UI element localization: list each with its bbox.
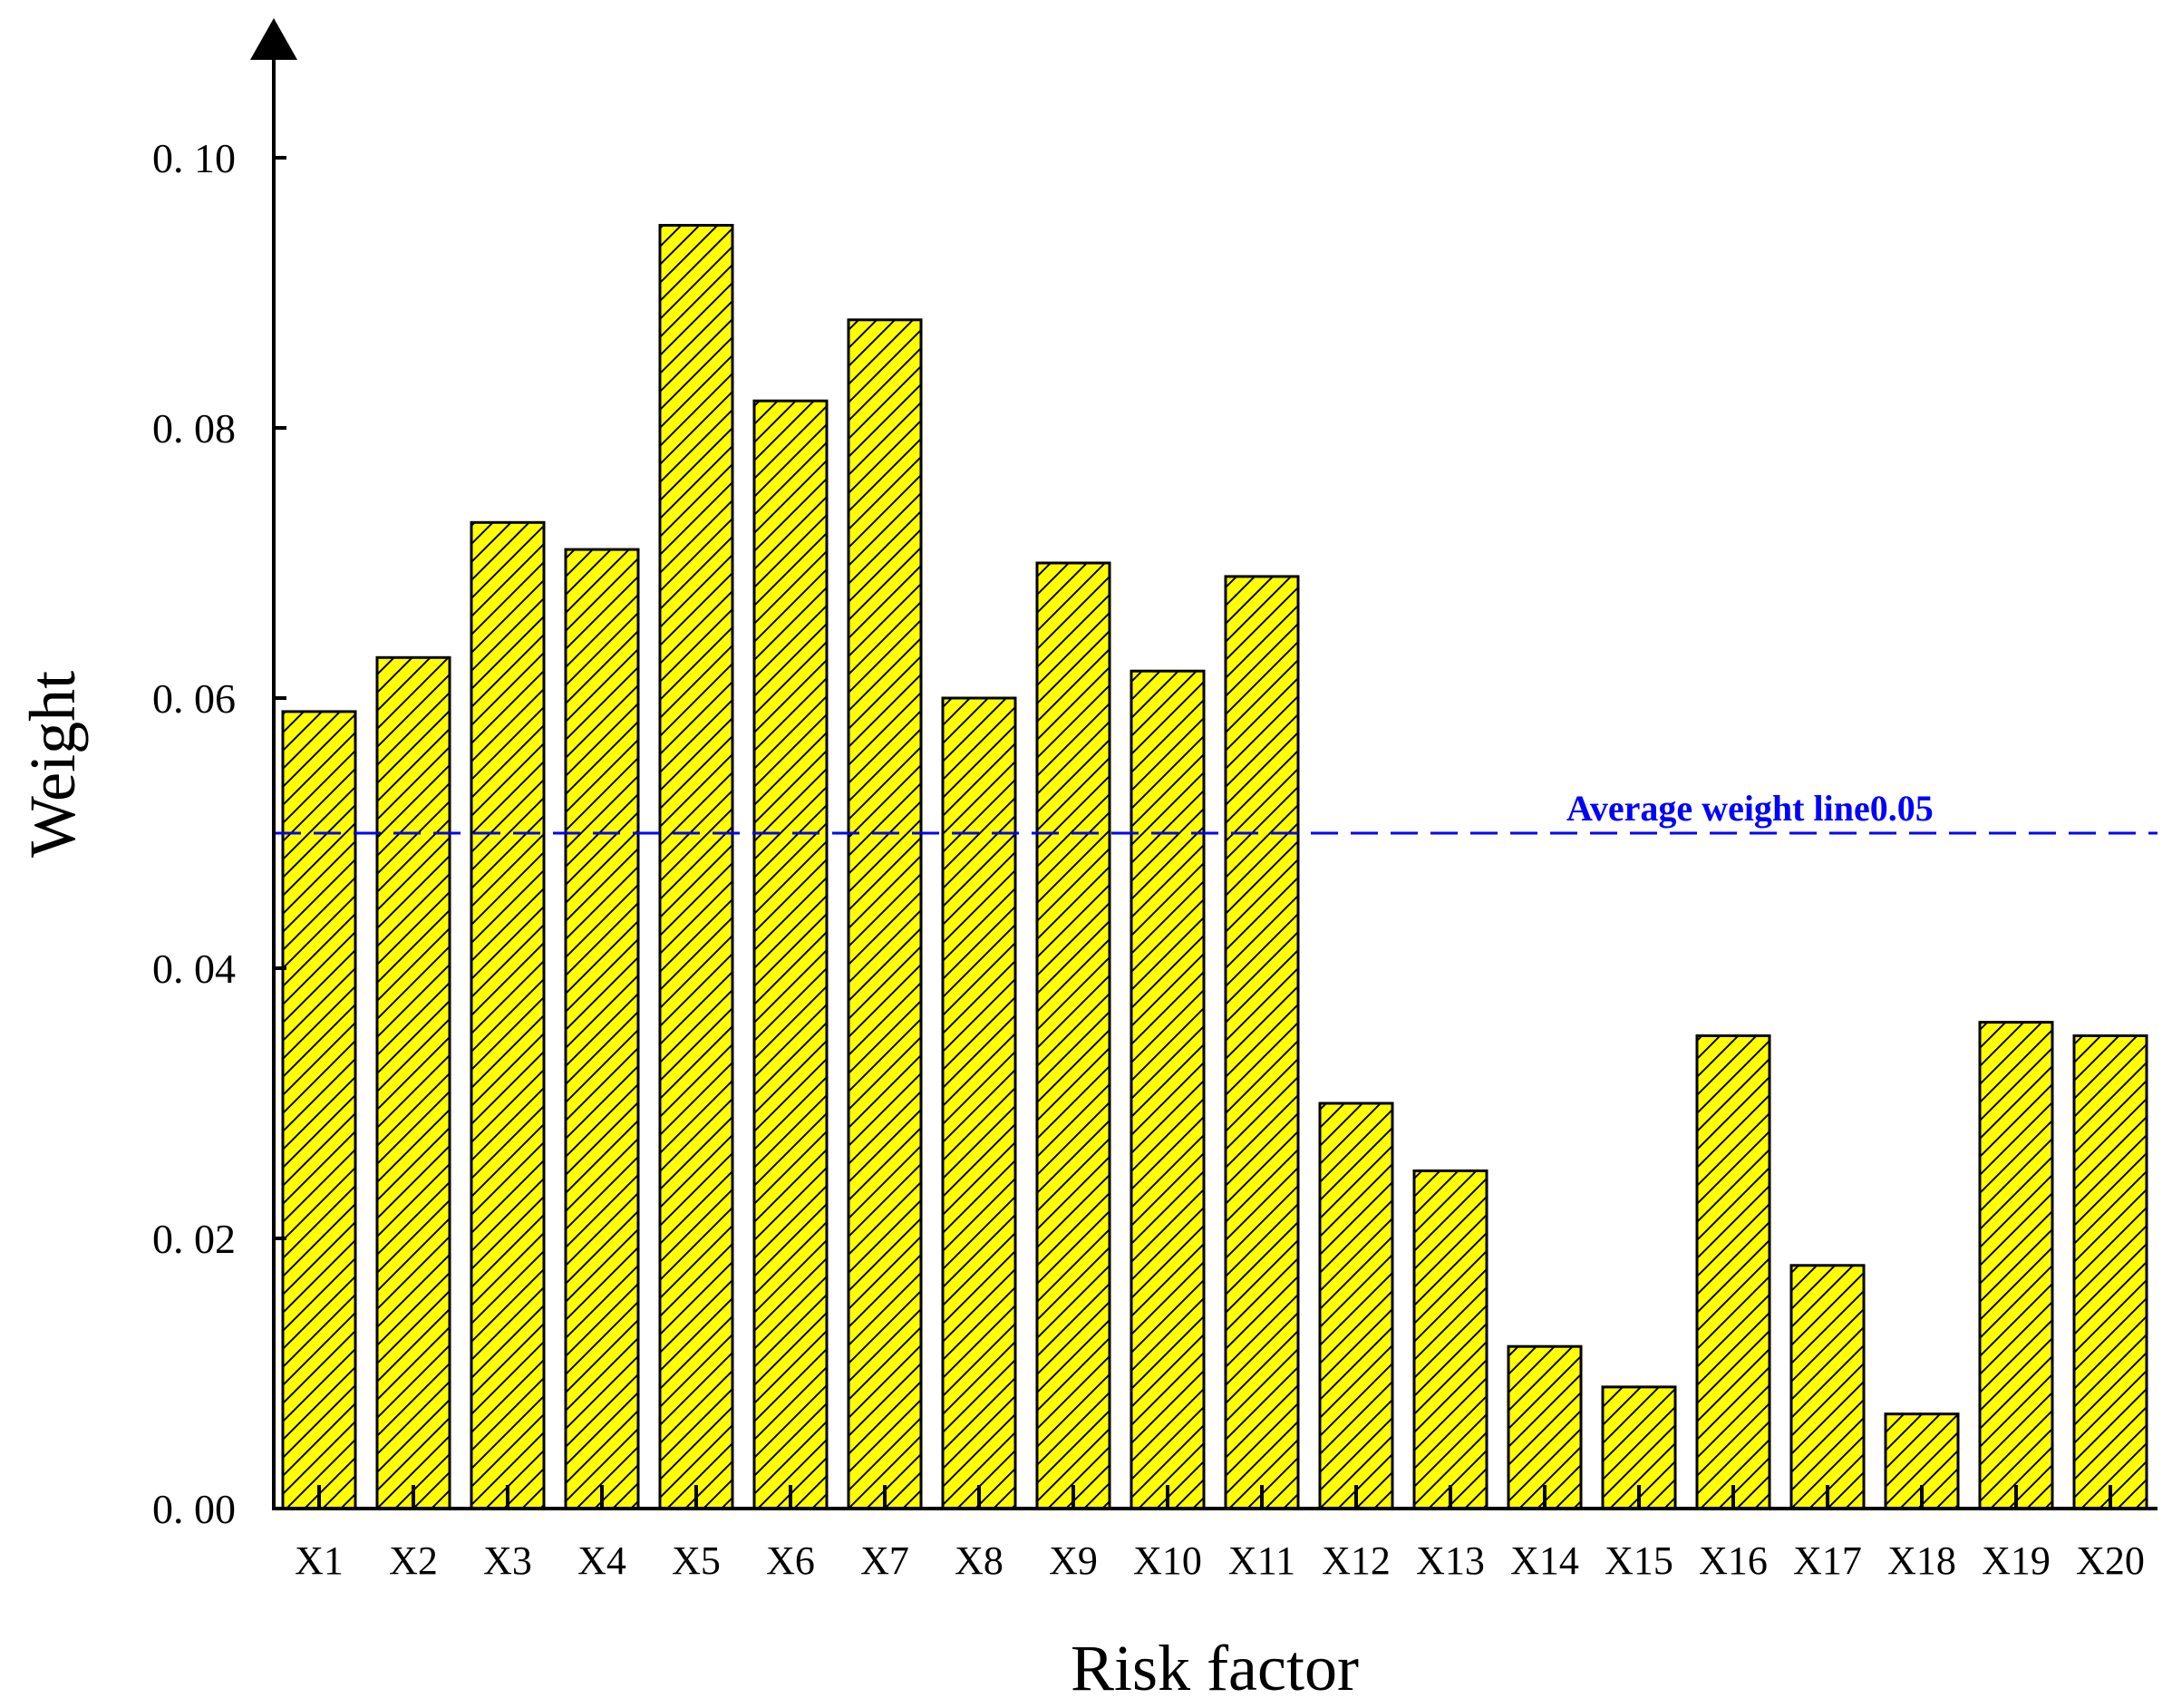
x-tick-label-X3: X3	[483, 1538, 532, 1583]
bars-group	[281, 224, 2148, 1510]
bar-hatch-X17	[1789, 1264, 1866, 1510]
x-tick-label-X10: X10	[1133, 1538, 1202, 1583]
bar-hatch-X1	[281, 710, 357, 1510]
x-tick-label-X18: X18	[1887, 1538, 1956, 1583]
x-ticks-group: X1 X2 X3 X4 X5 X6 X7 X8 X9 X10 X11 X12 X13 X14 X15 X16 X…	[295, 1485, 2145, 1583]
bar-hatch-X10	[1130, 669, 1206, 1510]
bar-hatch-X3	[470, 520, 546, 1510]
bar-hatch-X9	[1035, 561, 1111, 1510]
bar-hatch-X20	[2072, 1034, 2148, 1510]
axes-group	[250, 18, 2157, 1510]
y-tick-label: 0. 10	[152, 135, 236, 181]
y-tick-label: 0. 02	[152, 1216, 236, 1262]
bar-hatch-X12	[1318, 1101, 1394, 1510]
x-tick-label-X16: X16	[1699, 1538, 1768, 1583]
x-tick-label-X4: X4	[577, 1538, 626, 1583]
y-ticks-group: 0. 00 0. 02 0. 04 0. 06 0. 08 0. 10	[152, 135, 286, 1532]
bar-hatch-X14	[1507, 1344, 1583, 1510]
x-tick-label-X8: X8	[955, 1538, 1004, 1583]
x-tick-label-X6: X6	[766, 1538, 815, 1583]
bar-hatch-X16	[1695, 1034, 1771, 1510]
x-tick-label-X13: X13	[1416, 1538, 1485, 1583]
x-tick-label-X7: X7	[860, 1538, 909, 1583]
x-tick-label-X15: X15	[1605, 1538, 1673, 1583]
x-tick-label-X1: X1	[295, 1538, 344, 1583]
x-tick-label-X20: X20	[2076, 1538, 2145, 1583]
bar-hatch-X13	[1412, 1169, 1488, 1510]
x-tick-label-X17: X17	[1793, 1538, 1862, 1583]
x-tick-label-X11: X11	[1228, 1538, 1295, 1583]
bar-hatch-X8	[941, 696, 1017, 1510]
x-tick-label-X2: X2	[389, 1538, 438, 1583]
average-weight-label: Average weight line0.05	[1566, 788, 1934, 829]
bar-hatch-X6	[752, 399, 829, 1510]
bar-hatch-X19	[1978, 1021, 2054, 1510]
x-tick-label-X9: X9	[1049, 1538, 1098, 1583]
bar-hatch-X7	[847, 318, 923, 1510]
bar-hatch-X2	[375, 655, 451, 1510]
x-tick-label-X12: X12	[1322, 1538, 1391, 1583]
reference-line-group: Average weight line0.05	[274, 788, 2157, 835]
y-tick-label: 0. 04	[152, 946, 236, 992]
y-axis-arrow-icon	[250, 18, 297, 60]
y-tick-label: 0. 06	[152, 675, 236, 722]
x-tick-label-X14: X14	[1510, 1538, 1579, 1583]
y-tick-label: 0. 00	[152, 1486, 236, 1532]
bar-hatch-X4	[564, 548, 640, 1510]
y-tick-label: 0. 08	[152, 405, 236, 451]
x-axis-title: Risk factor	[1071, 1632, 1359, 1704]
x-tick-label-X5: X5	[672, 1538, 721, 1583]
bar-hatch-X5	[658, 224, 734, 1510]
bar-hatch-X11	[1224, 575, 1300, 1510]
y-axis-title: Weight	[16, 671, 89, 858]
x-tick-label-X19: X19	[1982, 1538, 2051, 1583]
